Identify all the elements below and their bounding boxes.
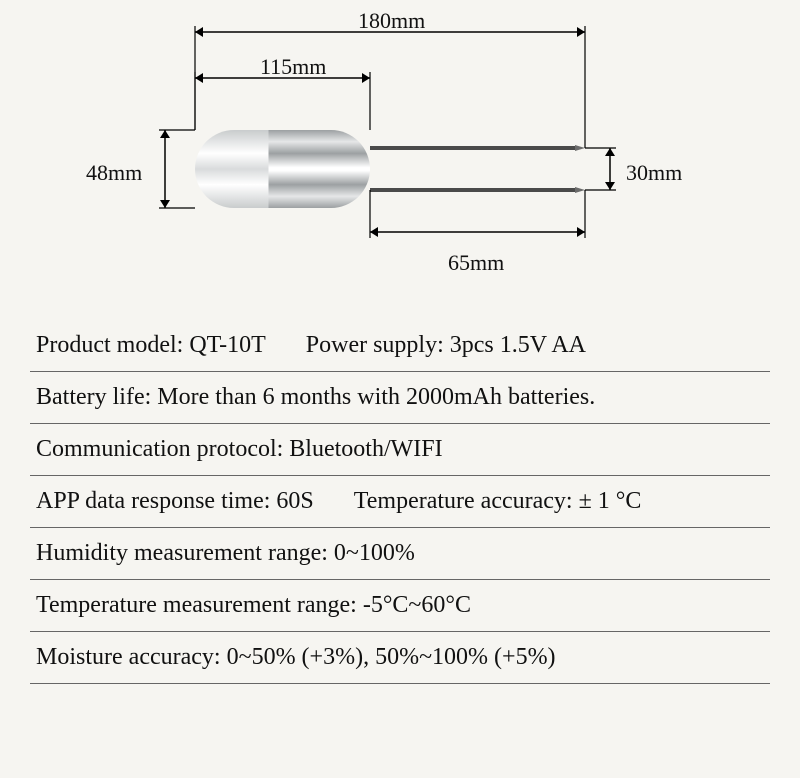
spec-item: Humidity measurement range: 0~100% [36, 540, 764, 567]
spec-item: Temperature measurement range: -5°C~60°C [36, 592, 764, 619]
dim-label-body-height: 48mm [86, 160, 142, 186]
spec-row: Product model: QT-10T Power supply: 3pcs … [30, 320, 770, 372]
spec-item: Product model: QT-10T [36, 332, 266, 359]
spec-item: Moisture accuracy: 0~50% (+3%), 50%~100%… [36, 644, 764, 671]
spec-table: Product model: QT-10T Power supply: 3pcs … [30, 320, 770, 684]
dim-label-body-length: 115mm [260, 54, 326, 80]
spec-row: Battery life: More than 6 months with 20… [30, 372, 770, 424]
spec-item: Power supply: 3pcs 1.5V AA [306, 332, 586, 359]
spec-item: Communication protocol: Bluetooth/WIFI [36, 436, 764, 463]
spec-item: Temperature accuracy: ± 1 °C [354, 488, 642, 515]
spec-item: Battery life: More than 6 months with 20… [36, 384, 764, 411]
dim-label-probe-spacing: 30mm [626, 160, 682, 186]
dim-label-probe-length: 65mm [448, 250, 504, 276]
spec-item: APP data response time: 60S [36, 488, 314, 515]
spec-row: Temperature measurement range: -5°C~60°C [30, 580, 770, 632]
spec-row: APP data response time: 60S Temperature a… [30, 476, 770, 528]
spec-row: Humidity measurement range: 0~100% [30, 528, 770, 580]
technical-drawing [0, 0, 800, 310]
dim-label-total-length: 180mm [358, 8, 425, 34]
spec-row: Moisture accuracy: 0~50% (+3%), 50%~100%… [30, 632, 770, 684]
spec-row: Communication protocol: Bluetooth/WIFI [30, 424, 770, 476]
diagram-area: 180mm 115mm 48mm 30mm 65mm [0, 0, 800, 310]
